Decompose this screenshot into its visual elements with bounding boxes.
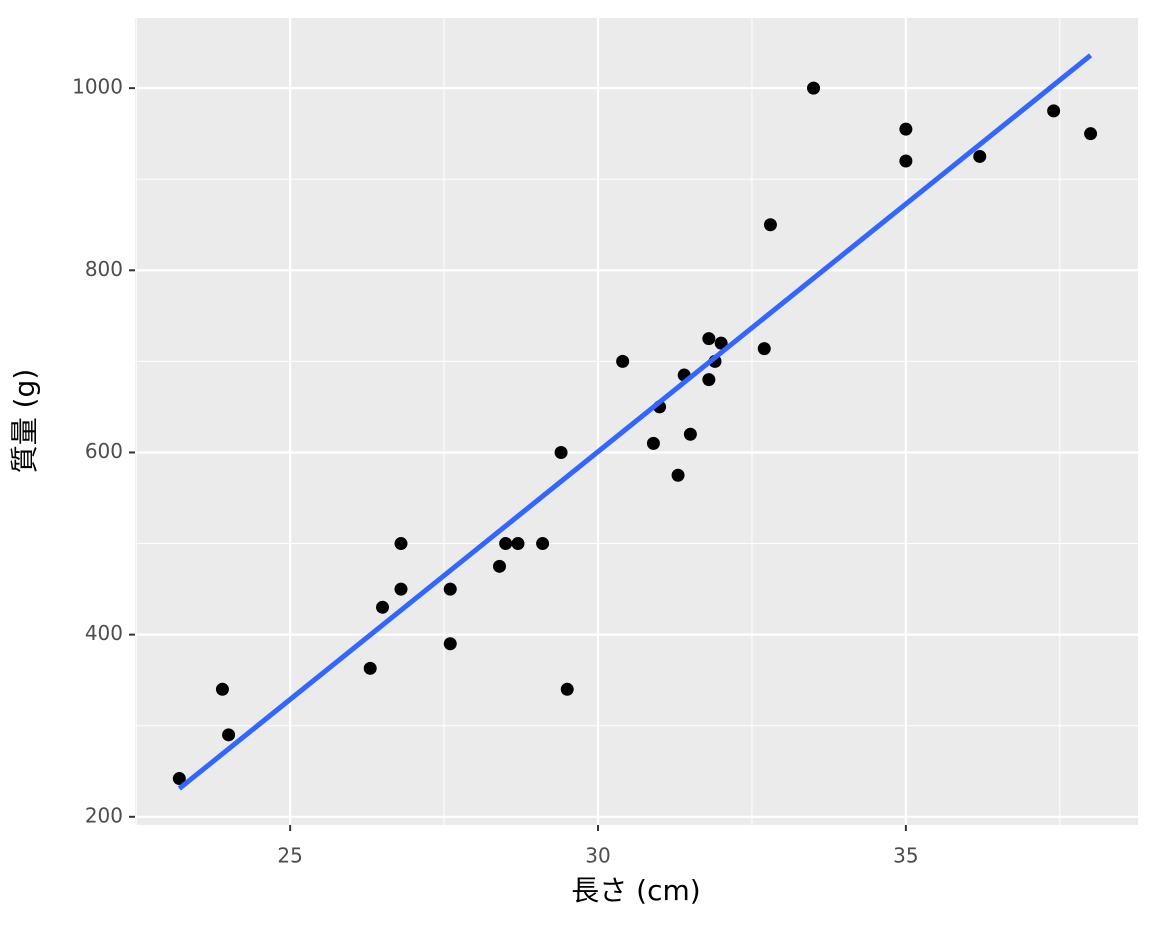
point [499,537,513,551]
grid [135,18,1138,825]
point [536,537,550,551]
point [973,149,987,163]
point [702,373,716,387]
point [554,445,568,459]
point [560,682,574,696]
y-axis-title: 質量 (g) [8,369,41,474]
point [493,559,507,573]
fit-line [177,53,1093,791]
point [511,537,525,551]
x-tick-label: 30 [585,844,610,868]
point [671,468,685,482]
point [683,427,697,441]
point [1084,127,1098,141]
point [376,600,390,614]
point [702,332,716,346]
y-tick-label: 600 [85,439,123,463]
point [1047,104,1061,118]
y-tick-label: 800 [85,257,123,281]
point [394,582,408,596]
y-tick-label: 400 [85,621,123,645]
point [222,728,236,742]
point [646,436,660,450]
point [363,661,377,675]
point [763,218,777,232]
point [807,81,821,95]
point [899,122,913,136]
point [714,336,728,350]
point [443,582,457,596]
y-tick-label: 1000 [72,75,123,99]
point [215,682,229,696]
x-tick-label: 25 [277,844,302,868]
x-tick-label: 35 [893,844,918,868]
x-axis-title: 長さ (cm) [571,874,700,907]
point [757,342,771,356]
point [172,772,186,786]
marks [172,53,1098,791]
point [899,154,913,168]
point [616,354,630,368]
point [394,537,408,551]
point [443,637,457,651]
y-tick-label: 200 [85,803,123,827]
